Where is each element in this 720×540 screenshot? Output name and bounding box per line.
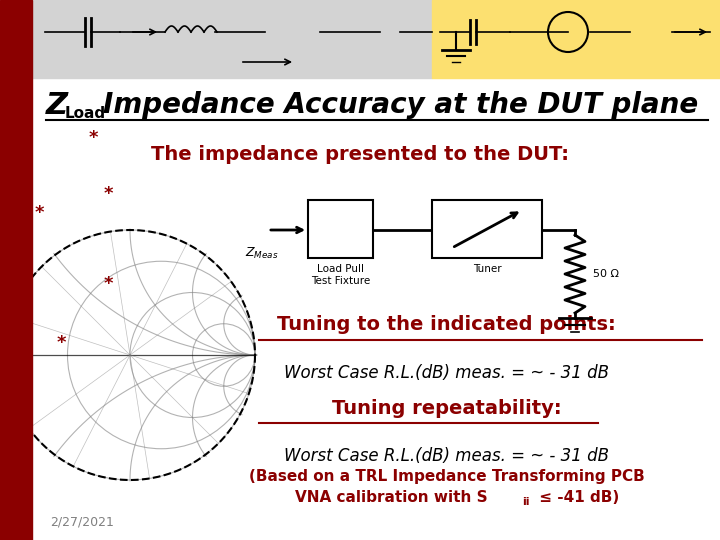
Bar [0, 0, 32, 540]
Text: VNA calibration with S: VNA calibration with S [295, 490, 488, 505]
Text: (Based on a TRL Impedance Transforming PCB: (Based on a TRL Impedance Transforming P… [248, 469, 644, 483]
Text: ii: ii [522, 497, 529, 507]
Text: *: * [89, 129, 99, 147]
Text: Z: Z [46, 91, 68, 119]
Text: *: * [103, 185, 113, 204]
Bar [432, 0, 720, 78]
Text: The impedance presented to the DUT:: The impedance presented to the DUT: [151, 145, 569, 165]
Text: ≤ -41 dB): ≤ -41 dB) [534, 490, 619, 505]
Text: Tuning repeatability:: Tuning repeatability: [332, 399, 561, 417]
Bar [32, 0, 432, 78]
Text: *: * [35, 204, 45, 222]
Text: Load Pull
Test Fixture: Load Pull Test Fixture [311, 264, 370, 286]
Text: *: * [103, 274, 113, 293]
Bar [308, 200, 373, 258]
Text: Tuning to the indicated points:: Tuning to the indicated points: [277, 315, 616, 334]
Text: Impedance Accuracy at the DUT plane: Impedance Accuracy at the DUT plane [103, 91, 698, 119]
Text: Worst Case R.L.(dB) meas. = ~ - 31 dB: Worst Case R.L.(dB) meas. = ~ - 31 dB [284, 364, 609, 382]
Text: Tuner: Tuner [473, 264, 501, 274]
Text: *: * [56, 334, 66, 352]
Text: $Z_{Meas}$: $Z_{Meas}$ [246, 246, 279, 261]
Text: 50 Ω: 50 Ω [593, 269, 619, 279]
Bar [432, 200, 542, 258]
Text: Load: Load [65, 105, 106, 120]
Text: Worst Case R.L.(dB) meas. = ~ - 31 dB: Worst Case R.L.(dB) meas. = ~ - 31 dB [284, 447, 609, 465]
Text: 2/27/2021: 2/27/2021 [50, 516, 114, 529]
